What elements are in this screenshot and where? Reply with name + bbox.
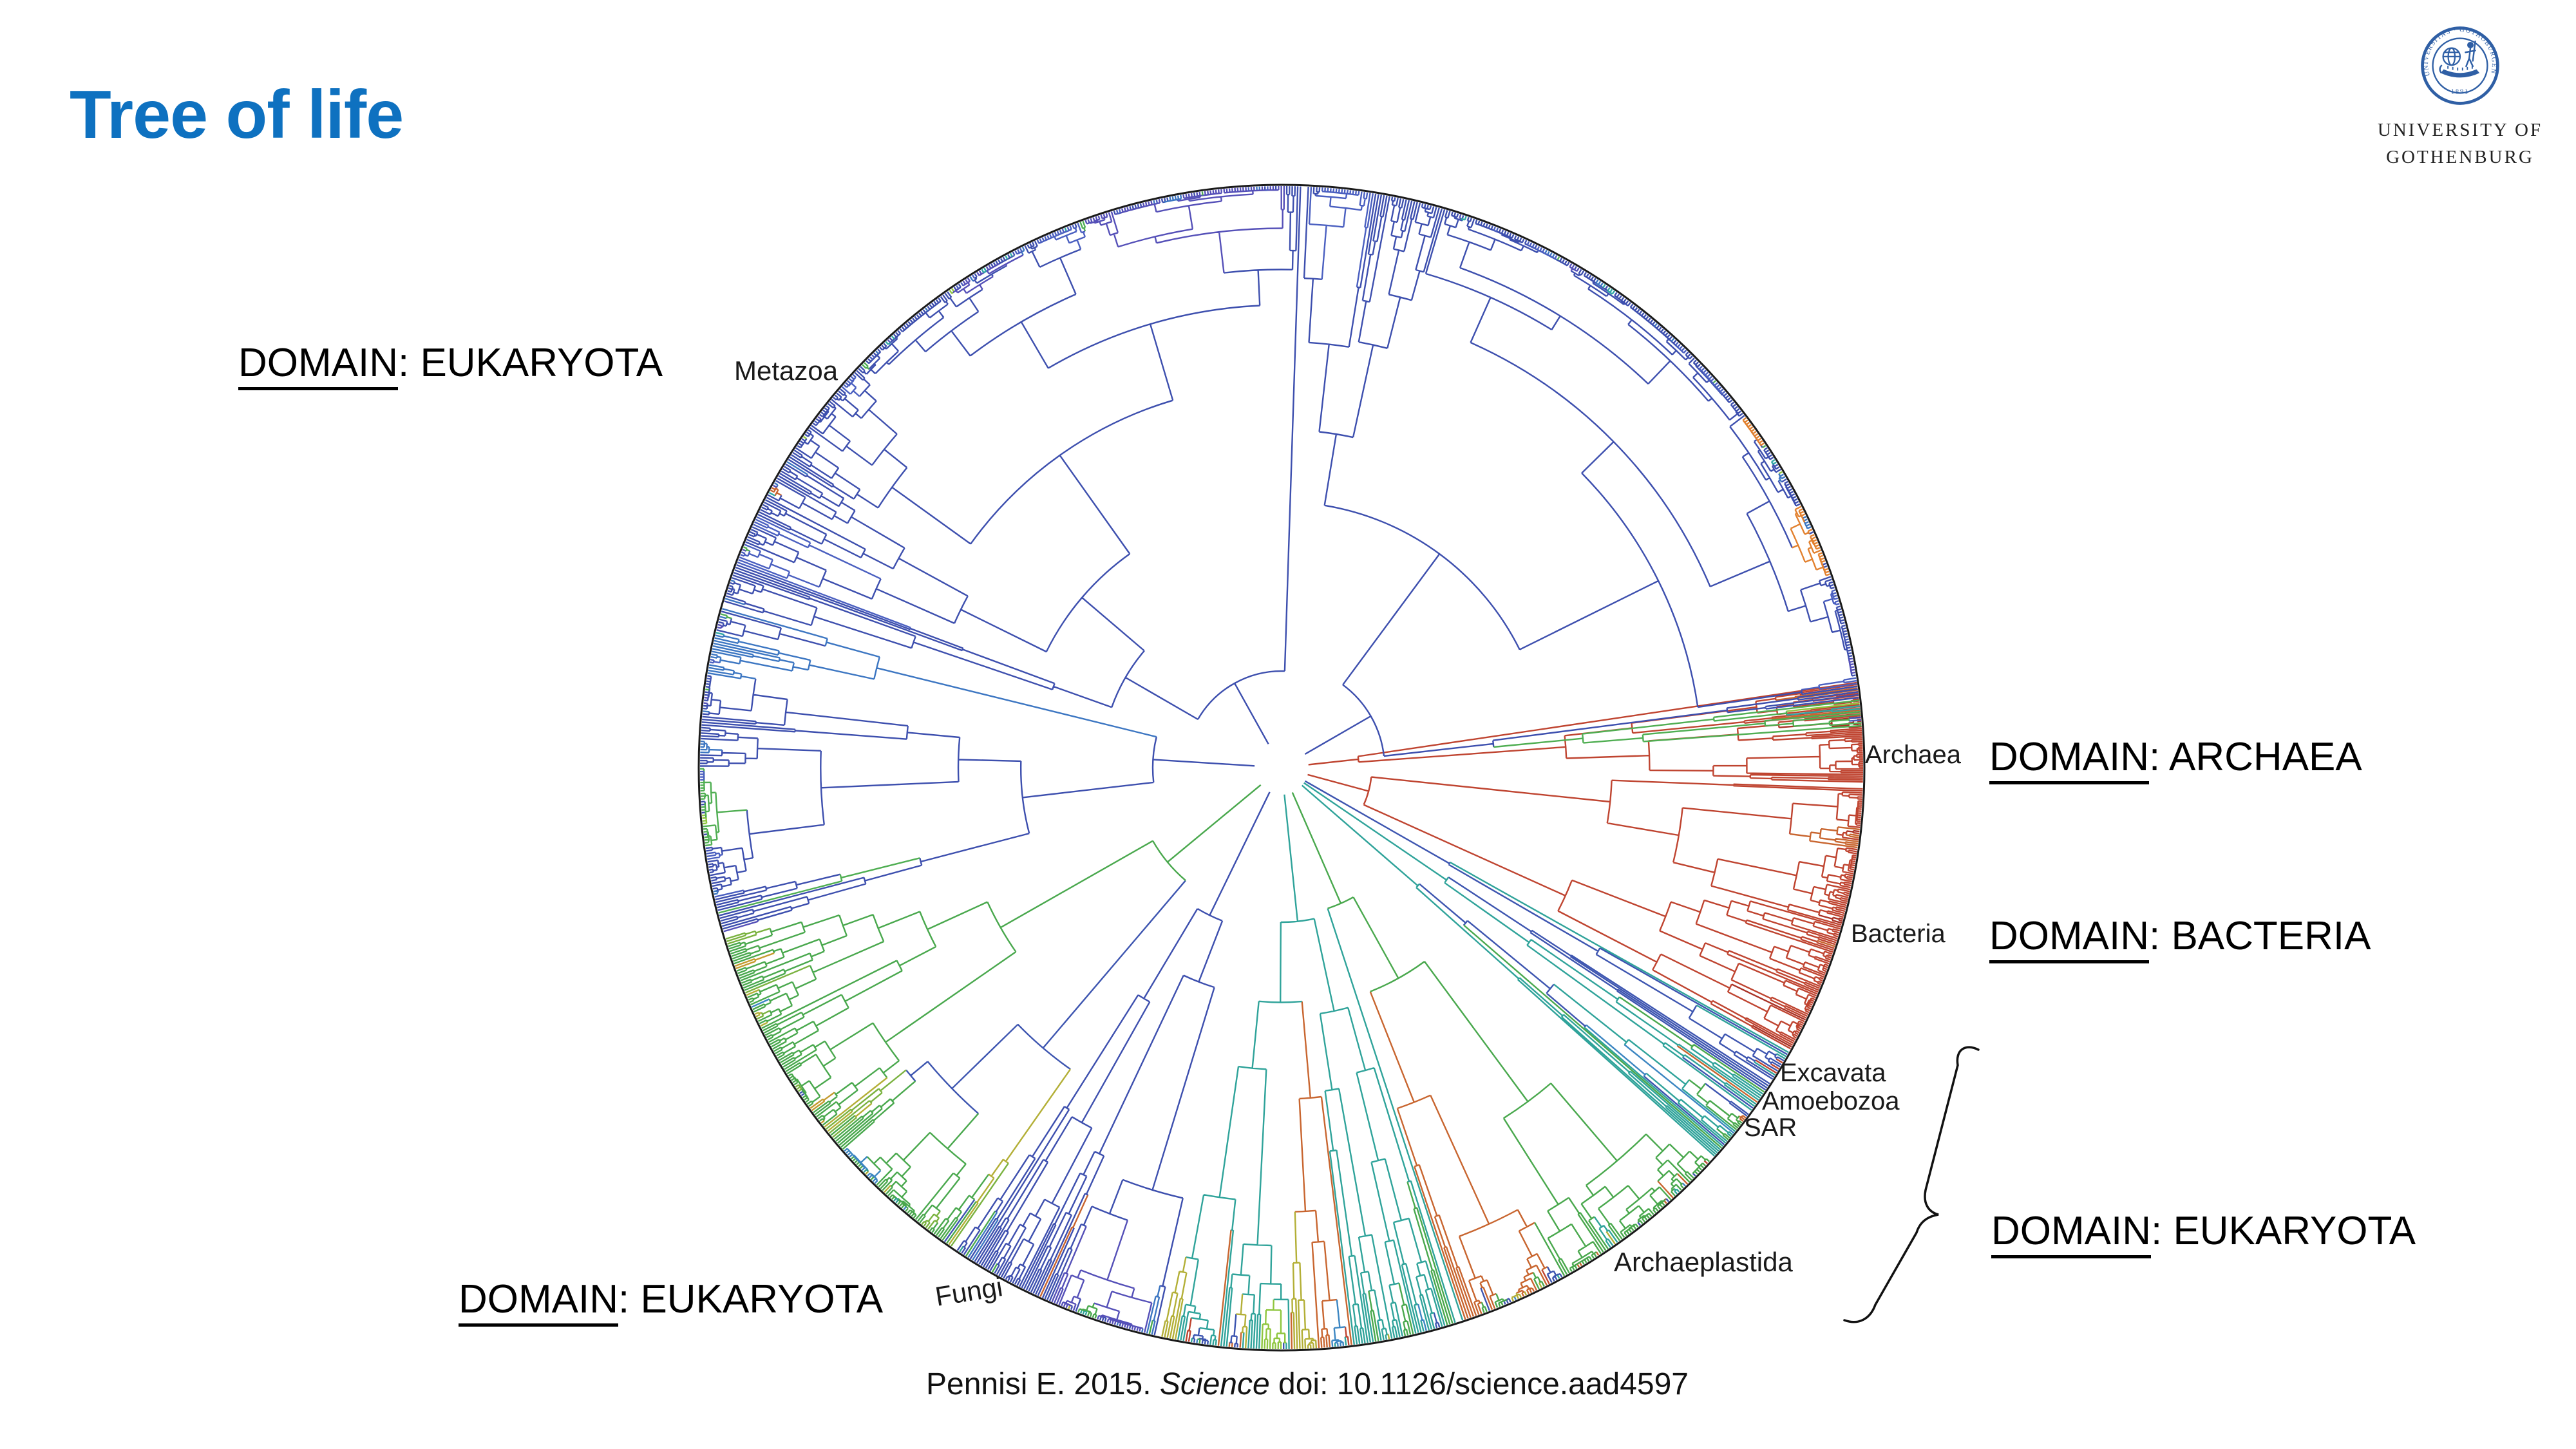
university-name-line1: UNIVERSITY OF	[2377, 120, 2543, 140]
annotation-rest: : BACTERIA	[2149, 914, 2371, 958]
clade-label-bacteria: Bacteria	[1851, 920, 1946, 948]
annotation-rest: : EUKARYOTA	[2151, 1209, 2416, 1253]
clade-label-amoebozoa: Amoebozoa	[1762, 1087, 1900, 1115]
annotation-rest: : EUKARYOTA	[618, 1277, 884, 1321]
clade-label-archaea: Archaea	[1865, 741, 1961, 769]
annotation-rest: : ARCHAEA	[2149, 735, 2362, 779]
annotation-underlined: DOMAIN	[1989, 914, 2149, 963]
clade-label-metazoa: Metazoa	[734, 355, 838, 386]
tree-branches	[697, 184, 1866, 1352]
seal-ship-icon	[2439, 64, 2480, 78]
annotation-underlined: DOMAIN	[238, 341, 398, 390]
citation-post: doi: 10.1126/science.aad4597	[1269, 1367, 1689, 1401]
citation-journal: Science	[1159, 1367, 1270, 1401]
clade-label-archaeplastida: Archaeplastida	[1614, 1247, 1793, 1277]
page-title: Tree of life	[70, 77, 404, 153]
annotation-domain-bacteria: DOMAIN: BACTERIA	[1989, 913, 2371, 963]
annotation-domain-eukaryota-bottom: DOMAIN: EUKARYOTA	[459, 1276, 884, 1327]
annotation-underlined: DOMAIN	[1989, 735, 2149, 784]
citation: Pennisi E. 2015. Science doi: 10.1126/sc…	[837, 1367, 1777, 1402]
clade-label-excavata: Excavata	[1780, 1059, 1886, 1087]
eukaryota-bracket	[1843, 1046, 1980, 1323]
annotation-underlined: DOMAIN	[1991, 1209, 2151, 1258]
seal-globe-icon	[2442, 47, 2461, 66]
tree-rim	[697, 184, 1866, 1352]
seal-year: 1891	[2451, 88, 2469, 95]
seal-figure-icon	[2465, 41, 2476, 68]
annotation-domain-eukaryota-left: DOMAIN: EUKARYOTA	[238, 340, 663, 390]
annotation-underlined: DOMAIN	[459, 1277, 618, 1327]
university-seal-icon: UNIVERSITAS · GOTHOBURGENSIS 1891	[2418, 23, 2499, 105]
clade-label-sar: SAR	[1744, 1113, 1797, 1142]
annotation-domain-archaea: DOMAIN: ARCHAEA	[1989, 734, 2362, 784]
university-name-line2: GOTHENBURG	[2386, 147, 2534, 167]
annotation-rest: : EUKARYOTA	[398, 341, 663, 385]
annotation-domain-eukaryota-right: DOMAIN: EUKARYOTA	[1991, 1208, 2416, 1258]
citation-pre: Pennisi E. 2015.	[926, 1367, 1160, 1401]
